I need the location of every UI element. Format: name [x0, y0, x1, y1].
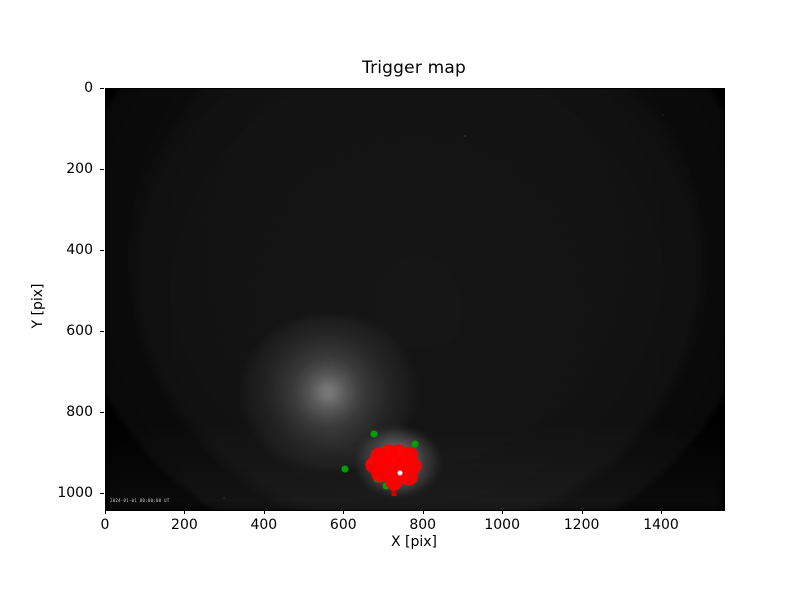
x-axis-label: X [pix]: [390, 534, 438, 550]
x-tick-mark: [184, 510, 186, 514]
sky-speck: [223, 497, 226, 500]
y-tick-label: 600: [66, 322, 93, 339]
y-tick-mark: [100, 88, 104, 89]
x-tick-label: 800: [409, 517, 437, 533]
y-axis-label: Y [pix]: [30, 283, 46, 329]
x-tick-mark: [422, 510, 424, 514]
x-tick-label: 1000: [484, 517, 520, 533]
x-tick-label: 600: [329, 517, 357, 533]
x-tick-mark: [263, 510, 265, 514]
x-tick-label: 200: [171, 517, 198, 533]
x-tick-label: 1400: [643, 517, 679, 533]
sky-speck: [662, 114, 665, 117]
x-tick-mark: [343, 510, 345, 514]
detection-marker: [411, 440, 419, 448]
x-tick-mark: [581, 510, 583, 514]
y-tick-label: 400: [66, 241, 93, 258]
x-tick-mark: [105, 510, 106, 514]
y-tick-mark: [100, 492, 104, 494]
camera-timestamp-burnin: 2024-01-01 00:00:00 UT: [110, 497, 170, 503]
x-tick-mark: [661, 510, 663, 514]
x-tick-mark: [502, 510, 504, 514]
detection-marker: [341, 465, 349, 473]
trigger-marker: [385, 473, 403, 491]
x-tick-label: 0: [100, 517, 110, 533]
y-tick-label: 0: [84, 80, 93, 96]
y-tick-label: 800: [66, 403, 93, 420]
y-tick-label: 200: [66, 160, 93, 177]
detection-marker: [370, 430, 378, 438]
x-tick-label: 400: [250, 517, 278, 533]
y-tick-mark: [100, 168, 104, 170]
y-tick-mark: [100, 249, 104, 251]
y-tick-mark: [100, 411, 104, 413]
y-tick-label: 1000: [57, 484, 93, 501]
x-tick-label: 1200: [563, 517, 600, 533]
plot-axes-area: 2024-01-01 00:00:00 UT: [105, 88, 725, 511]
page-title: Trigger map: [361, 58, 466, 78]
peak-marker: [397, 470, 403, 476]
y-tick-mark: [100, 330, 104, 332]
sky-speck: [464, 135, 467, 138]
